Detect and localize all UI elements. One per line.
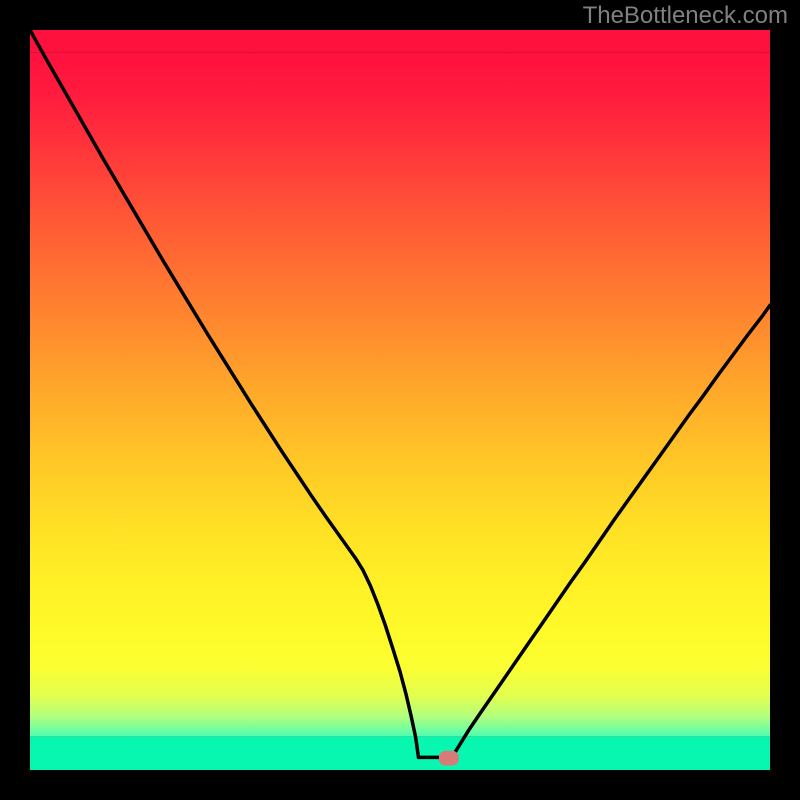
chart-frame: TheBottleneck.com (0, 0, 800, 800)
bg-bottom-band (30, 737, 770, 770)
valley-marker (439, 751, 459, 766)
bg-gradient (30, 52, 770, 737)
watermark-text: TheBottleneck.com (583, 2, 788, 30)
plot-area (30, 30, 770, 770)
bottleneck-chart-svg (30, 30, 770, 770)
bg-top-band (30, 30, 770, 52)
